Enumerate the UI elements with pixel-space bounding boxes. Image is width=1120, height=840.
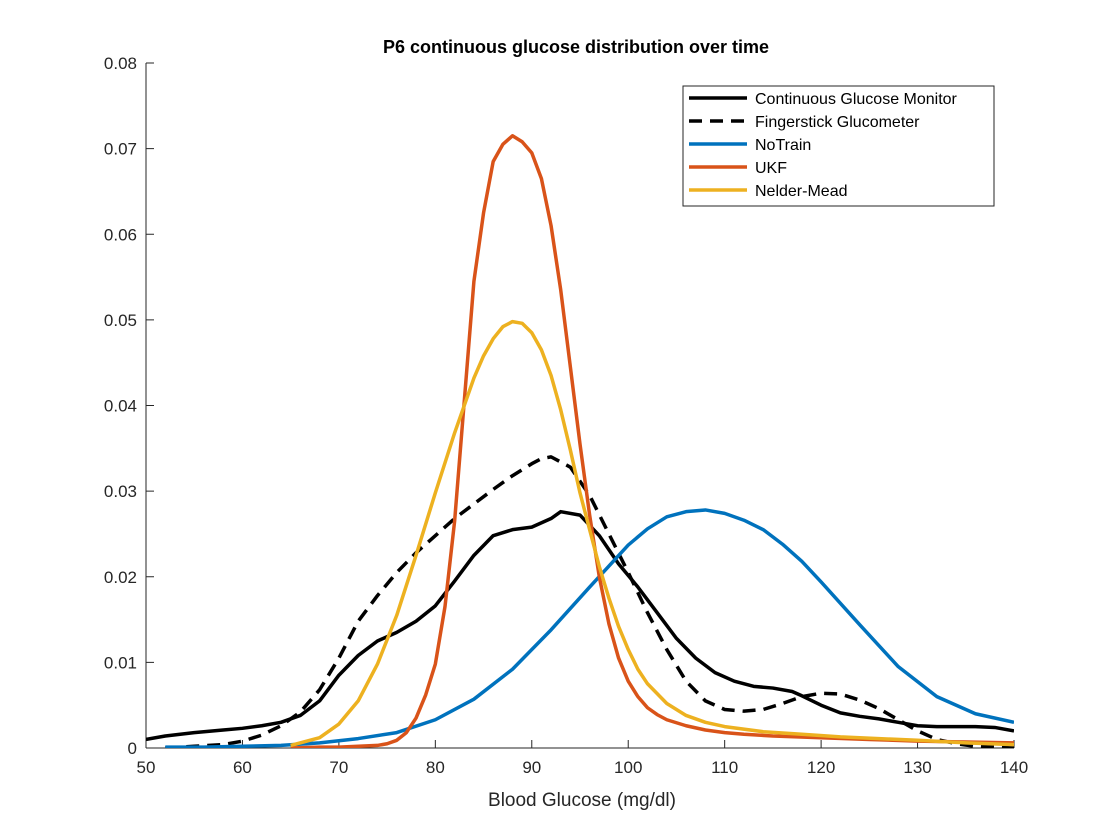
y-tick-label: 0.06 — [104, 225, 137, 244]
x-tick-label: 140 — [1000, 758, 1028, 777]
y-tick-label: 0.03 — [104, 482, 137, 501]
x-tick-label: 60 — [233, 758, 252, 777]
x-axis-ticks: 50 60 70 80 90 100 110 120 130 140 — [137, 740, 1028, 777]
data-series — [146, 134, 1014, 748]
series-line-nelder-mead — [290, 319, 1014, 748]
series-line-notrain — [165, 508, 1014, 748]
x-tick-label: 110 — [711, 758, 738, 777]
y-tick-label: 0.07 — [104, 140, 137, 159]
x-tick-label: 80 — [426, 758, 445, 777]
legend-item[interactable]: Nelder-Mead — [689, 183, 847, 200]
y-tick-label: 0.01 — [104, 653, 137, 672]
y-tick-label: 0 — [128, 739, 137, 758]
legend-box — [682, 85, 995, 207]
series-line-fingerstick-glucometer — [165, 455, 1014, 748]
y-tick-label: 0.05 — [104, 311, 137, 330]
legend-label: UKF — [755, 160, 787, 177]
y-tick-label: 0.02 — [104, 568, 137, 587]
legend-label: Continuous Glucose Monitor — [755, 91, 958, 108]
x-tick-label: 120 — [807, 758, 835, 777]
series-line-ukf — [290, 134, 1014, 748]
x-tick-label: 50 — [137, 758, 156, 777]
x-axis-title: Blood Glucose (mg/dl) — [488, 790, 676, 811]
legend-label: NoTrain — [755, 137, 811, 154]
legend[interactable]: Continuous Glucose Monitor Fingerstick Gl… — [682, 85, 995, 207]
legend-item[interactable]: Fingerstick Glucometer — [689, 114, 920, 131]
legend-item[interactable]: UKF — [689, 160, 787, 177]
x-tick-label: 100 — [614, 758, 642, 777]
legend-item[interactable]: NoTrain — [689, 137, 811, 154]
y-tick-label: 0.08 — [104, 54, 137, 73]
axes: P6 continuous glucose distribution over … — [145, 37, 1014, 811]
y-axis-ticks: 0 0.01 0.02 0.03 0.04 0.05 0.06 0.07 0.08 — [104, 54, 154, 758]
x-tick-label: 90 — [522, 758, 541, 777]
x-tick-label: 130 — [903, 758, 931, 777]
y-tick-label: 0.04 — [104, 397, 137, 416]
legend-item[interactable]: Continuous Glucose Monitor — [689, 91, 958, 108]
legend-label: Nelder-Mead — [755, 183, 847, 200]
x-tick-label: 70 — [329, 758, 348, 777]
chart-title: P6 continuous glucose distribution over … — [383, 37, 769, 57]
legend-label: Fingerstick Glucometer — [755, 114, 920, 131]
